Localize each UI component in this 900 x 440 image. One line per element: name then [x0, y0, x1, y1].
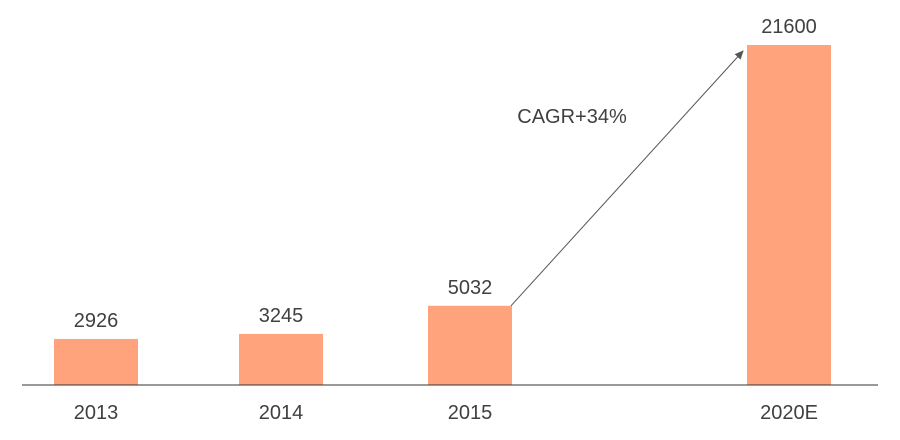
x-tick-labels-layer: 2013 2014 2015 2020E	[74, 402, 818, 424]
x-tick-label-2013: 2013	[74, 402, 119, 424]
value-labels-layer: 2926 3245 5032 21600	[74, 16, 817, 332]
bar-2014	[239, 333, 323, 385]
x-tick-label-2014: 2014	[259, 402, 304, 424]
x-tick-label-2020e: 2020E	[760, 402, 818, 424]
bar-2013	[54, 338, 138, 385]
bar-2015	[428, 305, 512, 385]
value-label-2013: 2926	[74, 310, 119, 332]
value-label-2015: 5032	[448, 277, 493, 299]
bars-layer	[54, 45, 831, 385]
value-label-2020e: 21600	[761, 16, 817, 38]
cagr-label: CAGR+34%	[517, 106, 627, 128]
cagr-arrow	[510, 50, 744, 307]
annotation-layer: CAGR+34%	[510, 50, 744, 307]
bar-2020e	[747, 45, 831, 385]
x-tick-label-2015: 2015	[448, 402, 493, 424]
value-label-2014: 3245	[259, 305, 304, 327]
